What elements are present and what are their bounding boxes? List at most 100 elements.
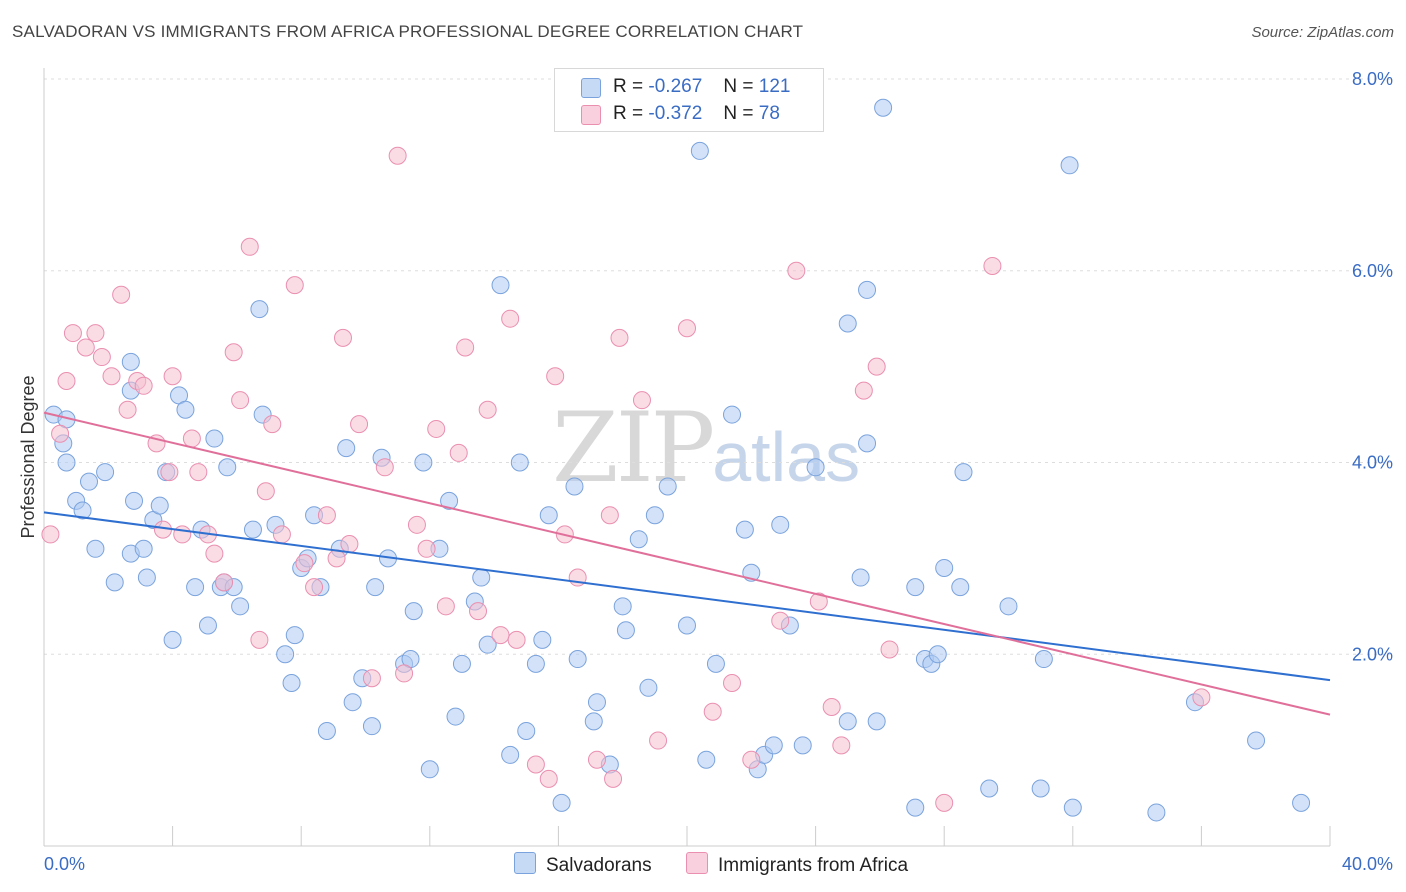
africa-point (63, 324, 82, 343)
salvadoran-point (1063, 798, 1082, 817)
salvadoran-point (404, 602, 423, 621)
africa-point (771, 611, 790, 630)
trend-line-salvadorans (43, 511, 1331, 682)
salvadoran-point (1034, 650, 1053, 669)
salvadoran-point (134, 539, 153, 558)
salvadoran-point (954, 463, 973, 482)
salvadoran-point (539, 506, 558, 525)
africa-point (501, 309, 520, 328)
salvadoran-point (198, 616, 217, 635)
salvadoran-point (231, 597, 250, 616)
salvadoran-point (1247, 731, 1266, 750)
salvadoran-point (616, 621, 635, 640)
africa-point (189, 463, 208, 482)
x-tick-label-min: 0.0% (44, 854, 85, 874)
legend-swatch-africa (686, 852, 708, 874)
africa-point (407, 515, 426, 534)
salvadoran-point (793, 736, 812, 755)
salvadoran-point (440, 491, 459, 510)
salvadoran-point (678, 616, 696, 635)
salvadoran-point (452, 654, 471, 673)
salvadoran-point (1060, 156, 1079, 175)
africa-point (250, 630, 269, 649)
africa-point (632, 391, 651, 410)
africa-point (867, 357, 886, 376)
chart-title: SALVADORAN VS IMMIGRANTS FROM AFRICA PRO… (12, 22, 804, 41)
africa-point (478, 400, 497, 419)
africa-point (649, 731, 668, 750)
legend-swatch-salvadorans (514, 852, 536, 874)
salvadoran-point (218, 458, 237, 477)
salvadoran-point (735, 520, 754, 539)
salvadoran-point (186, 578, 205, 597)
salvadoran-point (706, 654, 725, 673)
salvadoran-point (980, 779, 999, 798)
salvadoran-point (690, 141, 709, 160)
africa-point (263, 415, 282, 434)
africa-point (604, 769, 623, 788)
salvadoran-point (697, 750, 716, 769)
africa-point (388, 146, 407, 165)
africa-point (539, 769, 558, 788)
salvadoran-point (874, 98, 893, 117)
salvadoran-point (243, 520, 262, 539)
y-axis-label: Professional Degree (18, 375, 38, 538)
africa-point (983, 256, 1002, 275)
africa-point (449, 443, 468, 462)
salvadoran-point (446, 707, 465, 726)
salvadoran-point (658, 477, 677, 496)
africa-point (340, 534, 359, 553)
x-ticks (43, 826, 1331, 846)
africa-point (51, 424, 70, 443)
salvadoran-point (906, 578, 925, 597)
salvadoran-point (250, 300, 269, 319)
salvadoran-point (420, 760, 439, 779)
salvadoran-point (366, 578, 385, 597)
africa-point (469, 602, 488, 621)
salvadoran-point (317, 721, 336, 740)
africa-point (375, 458, 394, 477)
salvadoran-point (276, 645, 295, 664)
salvadoran-point (205, 429, 224, 448)
africa-point (742, 750, 761, 769)
legend-label-africa: Immigrants from Africa (718, 855, 909, 876)
africa-point (41, 525, 60, 544)
salvadoran-point (1147, 803, 1166, 822)
source-label: Source: ZipAtlas.com (1251, 24, 1394, 41)
salvadoran-point (510, 453, 529, 472)
salvadoran-point (935, 558, 954, 577)
africa-point (86, 324, 105, 343)
africa-point (854, 381, 873, 400)
r-label: R = (613, 103, 644, 124)
salvadoran-point (999, 597, 1018, 616)
africa-point (526, 755, 545, 774)
r-value: -0.267 (648, 76, 703, 97)
africa-point (880, 640, 899, 659)
y-tick-label: 8.0% (1352, 69, 1393, 89)
africa-point (427, 419, 446, 438)
africa-point (92, 348, 111, 367)
africa-point (285, 276, 304, 295)
africa-point (587, 750, 606, 769)
salvadoran-point (96, 463, 115, 482)
africa-point (205, 544, 224, 563)
africa-point (327, 549, 346, 568)
salvadoran-point (568, 650, 587, 669)
r-value: -0.372 (648, 103, 703, 124)
salvadoran-point (771, 515, 790, 534)
salvadoran-point (552, 793, 571, 812)
salvadoran-point (764, 736, 783, 755)
africa-point (134, 376, 153, 395)
salvadoran-point (851, 568, 870, 587)
africa-point (76, 338, 95, 357)
salvadoran-point (86, 539, 105, 558)
r-label: R = (613, 76, 644, 97)
africa-point (395, 664, 414, 683)
salvadoran-point (526, 654, 545, 673)
salvadoran-point (639, 678, 658, 697)
salvadoran-point (105, 573, 124, 592)
salvadoran-point (629, 530, 648, 549)
salvadorans-points (44, 98, 1311, 822)
africa-point (57, 372, 76, 391)
n-label: N = (723, 103, 754, 124)
